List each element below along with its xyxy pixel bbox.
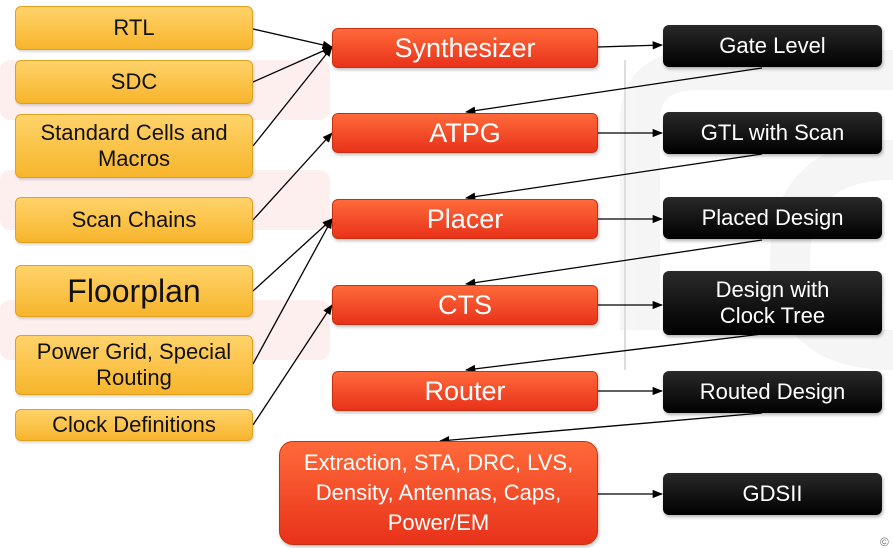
output-design-with-clock-tree-label: Design with Clock Tree (715, 276, 830, 328)
output-placed-design: Placed Design (663, 197, 882, 239)
input-sdc-label: SDC (110, 68, 158, 94)
tool-cts-label: CTS (438, 289, 492, 320)
arrow-synth-gate (597, 41, 664, 50)
tool-signoff: Extraction, STA, DRC, LVS, Density, Ante… (279, 441, 598, 545)
input-rtl: RTL (15, 6, 253, 50)
output-placed-design-label: Placed Design (701, 204, 844, 230)
tool-placer-label: Placer (426, 203, 504, 234)
tool-router-label: Router (424, 375, 506, 406)
arrow-clocktree-router (464, 333, 763, 373)
input-power-grid-label: Power Grid, Special Routing (36, 338, 232, 390)
tool-synthesizer: Synthesizer (332, 28, 598, 68)
tool-synthesizer-label: Synthesizer (394, 32, 536, 63)
input-clock-definitions: Clock Definitions (15, 409, 253, 441)
input-floorplan: Floorplan (15, 265, 253, 317)
output-gdsii-label: GDSII (742, 480, 803, 506)
tool-placer: Placer (332, 199, 598, 239)
arrow-stdcells-synth (252, 46, 333, 147)
input-clock-definitions-label: Clock Definitions (52, 411, 216, 437)
tool-cts: CTS (332, 285, 598, 325)
tool-signoff-label: Extraction, STA, DRC, LVS, Density, Ante… (303, 450, 574, 535)
input-floorplan-label: Floorplan (67, 272, 201, 309)
arrow-powergrid-placer (252, 218, 333, 365)
input-sdc: SDC (15, 60, 253, 104)
arrow-gtl-placer (464, 153, 763, 201)
input-standard-cells: Standard Cells and Macros (15, 114, 253, 178)
input-power-grid: Power Grid, Special Routing (15, 335, 253, 395)
input-rtl-label: RTL (113, 14, 155, 40)
arrow-clockdefs-cts (252, 304, 333, 426)
output-gtl-with-scan: GTL with Scan (663, 112, 882, 154)
output-gtl-with-scan-label: GTL with Scan (700, 119, 845, 145)
tool-router: Router (332, 371, 598, 411)
output-routed-design-label: Routed Design (699, 378, 846, 404)
output-design-with-clock-tree: Design with Clock Tree (663, 271, 882, 335)
tool-atpg: ATPG (332, 113, 598, 153)
output-gate-level: Gate Level (663, 25, 882, 67)
output-routed-design: Routed Design (663, 371, 882, 413)
input-standard-cells-label: Standard Cells and Macros (40, 119, 228, 171)
arrow-scan-atpg (252, 132, 333, 221)
tool-atpg-label: ATPG (429, 117, 501, 148)
arrow-sdc-synth (252, 46, 333, 83)
input-scan-chains-label: Scan Chains (71, 206, 197, 232)
arrow-rtl-synth (252, 28, 334, 49)
arrow-placed-cts (464, 239, 763, 287)
output-gate-level-label: Gate Level (719, 32, 826, 58)
arrow-routed-signoff (438, 412, 763, 445)
input-scan-chains: Scan Chains (15, 197, 253, 243)
arrow-floorplan-placer (252, 218, 333, 292)
arrow-gate-atpg (464, 67, 763, 115)
output-gdsii: GDSII (663, 473, 882, 515)
